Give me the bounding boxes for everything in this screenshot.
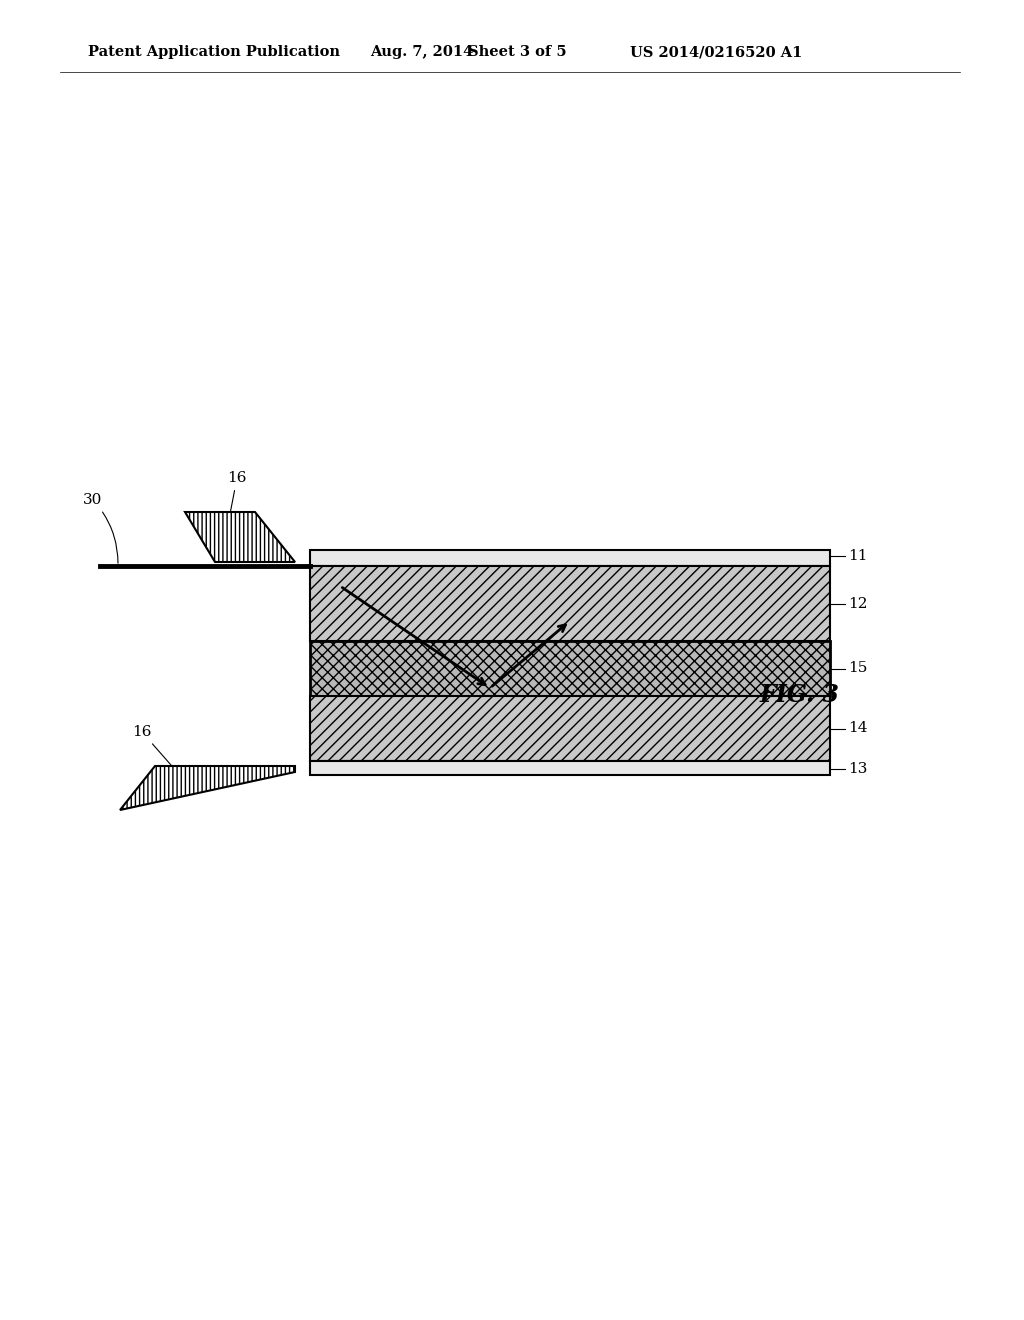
Bar — [310, 550, 830, 566]
Text: 13: 13 — [848, 762, 867, 776]
Text: 11: 11 — [848, 549, 867, 564]
Text: FIG. 3: FIG. 3 — [760, 682, 840, 708]
Bar — [310, 642, 830, 696]
Bar — [310, 696, 830, 762]
Bar — [310, 566, 830, 642]
Text: 14: 14 — [848, 722, 867, 735]
Text: 15: 15 — [848, 661, 867, 676]
Text: 16: 16 — [227, 471, 247, 511]
Text: 16: 16 — [132, 725, 176, 771]
Text: 30: 30 — [83, 492, 118, 564]
Text: 12: 12 — [848, 597, 867, 610]
Text: Patent Application Publication: Patent Application Publication — [88, 45, 340, 59]
Text: Aug. 7, 2014: Aug. 7, 2014 — [370, 45, 473, 59]
Polygon shape — [185, 512, 295, 562]
Text: US 2014/0216520 A1: US 2014/0216520 A1 — [630, 45, 803, 59]
Text: Sheet 3 of 5: Sheet 3 of 5 — [468, 45, 566, 59]
Bar — [310, 762, 830, 775]
Polygon shape — [120, 766, 295, 810]
